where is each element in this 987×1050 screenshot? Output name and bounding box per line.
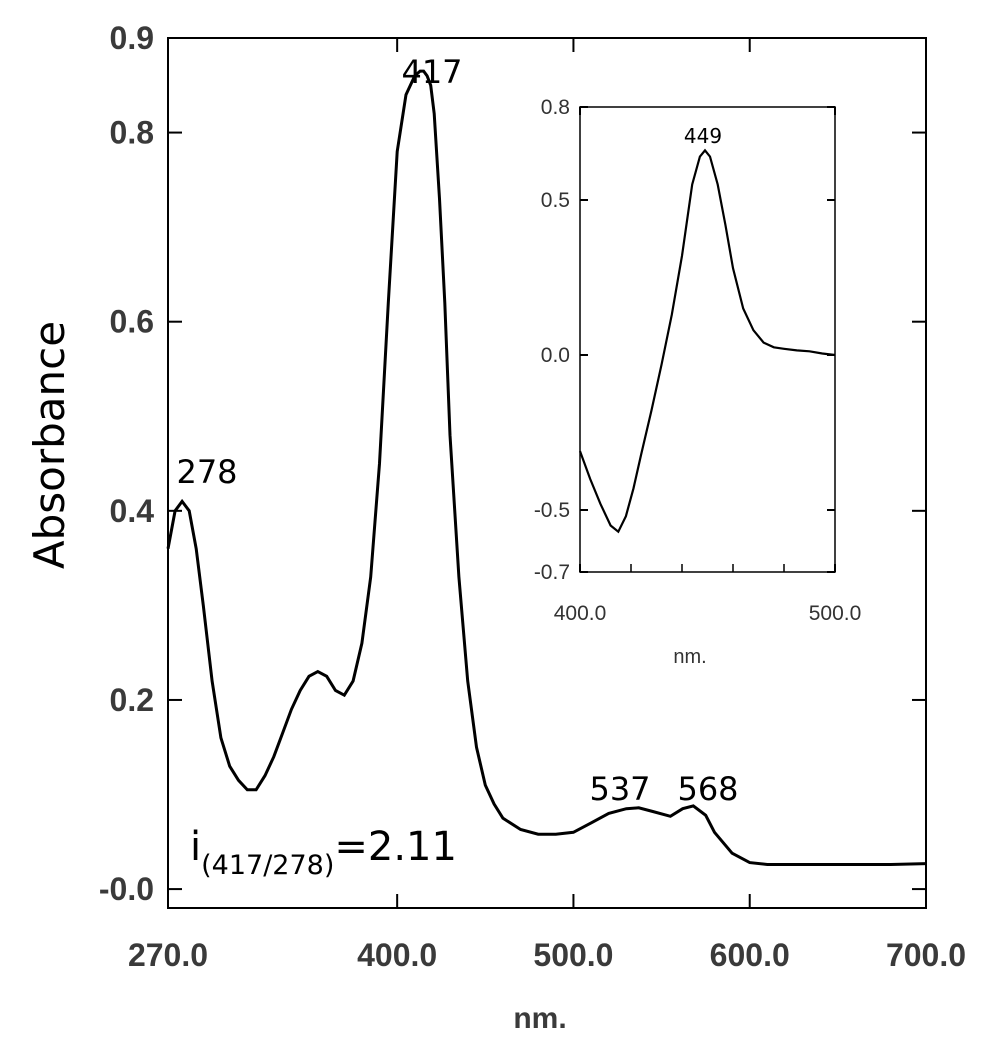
peak-label-449: 449 bbox=[684, 124, 722, 148]
inset-y-tick-label: 0.8 bbox=[541, 96, 570, 119]
ratio-annotation-value: =2.11 bbox=[334, 824, 457, 870]
main-x-tick-label: 700.0 bbox=[886, 937, 966, 973]
main-x-tick-label: 500.0 bbox=[533, 937, 613, 973]
inset-x-axis-title: nm. bbox=[673, 646, 706, 668]
main-x-axis-title: nm. bbox=[513, 1002, 566, 1035]
main-x-tick-label: 600.0 bbox=[710, 937, 790, 973]
main-tick-labels: 270.0 400.0 500.0 600.0 700.0 -0.0 0.2 0.4 0.6 0.… bbox=[99, 20, 966, 973]
main-y-tick-label: 0.9 bbox=[110, 20, 154, 56]
inset-tick-labels: 400.0 500.0 -0.7 -0.5 0.0 0.5 0.8 bbox=[534, 96, 861, 625]
main-series-line bbox=[166, 69, 927, 866]
main-x-tick-label: 400.0 bbox=[357, 937, 437, 973]
inset-x-tick-label: 400.0 bbox=[554, 602, 607, 625]
peak-label-537: 537 bbox=[589, 770, 650, 808]
inset-x-tick-label: 500.0 bbox=[809, 602, 862, 625]
main-chart: 270.0 400.0 500.0 600.0 700.0 -0.0 0.2 0.4 0.6 0.… bbox=[25, 20, 966, 1035]
main-y-axis-title: Absorbance bbox=[25, 321, 74, 569]
inset-plot-background bbox=[580, 107, 835, 572]
main-y-tick-label: -0.0 bbox=[99, 871, 154, 907]
inset-y-tick-label: -0.7 bbox=[534, 561, 570, 584]
main-y-tick-label: 0.4 bbox=[110, 493, 155, 529]
main-y-tick-label: 0.2 bbox=[110, 682, 154, 718]
inset-ticks bbox=[579, 106, 836, 573]
ratio-annotation-main: i bbox=[190, 824, 201, 870]
inset-plot-frame bbox=[579, 106, 836, 573]
main-y-tick-label: 0.6 bbox=[110, 304, 154, 340]
ratio-annotation-subscript: (417/278) bbox=[201, 850, 334, 881]
main-plot-frame bbox=[167, 37, 927, 909]
inset-y-tick-label: -0.5 bbox=[534, 499, 570, 522]
main-ticks bbox=[167, 37, 927, 908]
peak-label-278: 278 bbox=[176, 453, 237, 491]
main-x-tick-label: 270.0 bbox=[128, 937, 208, 973]
inset-series-line bbox=[578, 148, 836, 534]
inset-y-tick-label: 0.5 bbox=[541, 189, 570, 212]
inset-chart: 400.0 500.0 -0.7 -0.5 0.0 0.5 0.8 nm. 449 bbox=[534, 96, 861, 668]
inset-y-tick-label: 0.0 bbox=[541, 344, 570, 367]
peak-label-417: 417 bbox=[401, 53, 462, 91]
ratio-annotation: i(417/278)=2.11 bbox=[190, 824, 457, 881]
main-y-tick-label: 0.8 bbox=[110, 115, 154, 151]
peak-label-568: 568 bbox=[677, 770, 738, 808]
